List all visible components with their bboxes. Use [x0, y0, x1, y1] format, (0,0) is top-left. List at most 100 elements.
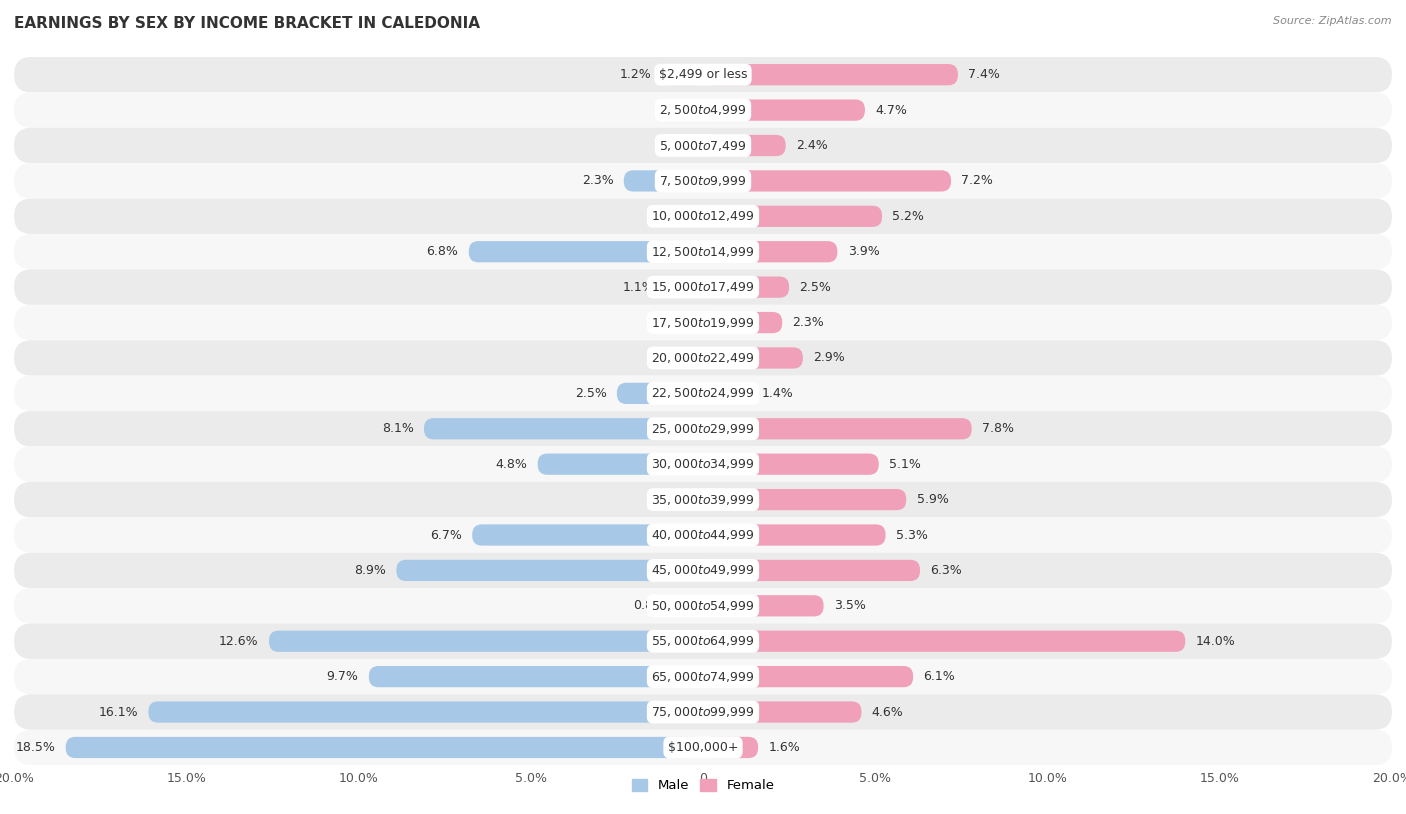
FancyBboxPatch shape [14, 269, 1392, 304]
Text: 1.2%: 1.2% [620, 68, 651, 81]
Text: 2.3%: 2.3% [793, 316, 824, 329]
FancyBboxPatch shape [14, 659, 1392, 694]
FancyBboxPatch shape [14, 411, 1392, 446]
FancyBboxPatch shape [396, 560, 703, 581]
FancyBboxPatch shape [14, 340, 1392, 375]
Text: 12.6%: 12.6% [219, 635, 259, 648]
Text: 1.4%: 1.4% [762, 387, 793, 400]
Text: Source: ZipAtlas.com: Source: ZipAtlas.com [1274, 16, 1392, 26]
FancyBboxPatch shape [14, 730, 1392, 765]
FancyBboxPatch shape [703, 170, 950, 191]
FancyBboxPatch shape [624, 170, 703, 191]
Text: $17,500 to $19,999: $17,500 to $19,999 [651, 316, 755, 330]
Text: $55,000 to $64,999: $55,000 to $64,999 [651, 634, 755, 648]
FancyBboxPatch shape [14, 92, 1392, 128]
FancyBboxPatch shape [703, 241, 838, 262]
Text: 7.4%: 7.4% [969, 68, 1000, 81]
Text: $40,000 to $44,999: $40,000 to $44,999 [651, 528, 755, 542]
FancyBboxPatch shape [675, 595, 703, 616]
Text: $50,000 to $54,999: $50,000 to $54,999 [651, 599, 755, 613]
Text: 6.8%: 6.8% [426, 245, 458, 258]
Text: 8.9%: 8.9% [354, 564, 387, 577]
Text: 4.6%: 4.6% [872, 706, 904, 719]
Text: 5.3%: 5.3% [896, 528, 928, 541]
FancyBboxPatch shape [472, 524, 703, 545]
Text: 2.5%: 2.5% [800, 281, 831, 294]
FancyBboxPatch shape [14, 128, 1392, 163]
Text: 4.8%: 4.8% [495, 457, 527, 470]
Text: 7.2%: 7.2% [962, 174, 993, 187]
FancyBboxPatch shape [269, 631, 703, 652]
Text: 5.9%: 5.9% [917, 493, 949, 506]
FancyBboxPatch shape [14, 163, 1392, 199]
FancyBboxPatch shape [703, 666, 912, 687]
Text: $20,000 to $22,499: $20,000 to $22,499 [651, 351, 755, 365]
Text: 18.5%: 18.5% [15, 741, 55, 754]
Text: 6.1%: 6.1% [924, 670, 955, 683]
Text: $2,499 or less: $2,499 or less [659, 68, 747, 81]
FancyBboxPatch shape [149, 702, 703, 723]
Text: 1.1%: 1.1% [623, 281, 655, 294]
Text: 0.0%: 0.0% [661, 139, 693, 152]
FancyBboxPatch shape [14, 553, 1392, 588]
Text: $7,500 to $9,999: $7,500 to $9,999 [659, 174, 747, 188]
FancyBboxPatch shape [703, 348, 803, 369]
FancyBboxPatch shape [703, 702, 862, 723]
Text: 5.2%: 5.2% [893, 210, 924, 223]
FancyBboxPatch shape [703, 277, 789, 298]
FancyBboxPatch shape [703, 312, 782, 333]
Text: $100,000+: $100,000+ [668, 741, 738, 754]
FancyBboxPatch shape [703, 418, 972, 440]
Text: 9.7%: 9.7% [326, 670, 359, 683]
FancyBboxPatch shape [703, 206, 882, 227]
Text: $75,000 to $99,999: $75,000 to $99,999 [651, 705, 755, 719]
FancyBboxPatch shape [14, 199, 1392, 234]
FancyBboxPatch shape [537, 453, 703, 475]
Text: $5,000 to $7,499: $5,000 to $7,499 [659, 138, 747, 152]
Text: 0.0%: 0.0% [661, 210, 693, 223]
Text: 5.1%: 5.1% [889, 457, 921, 470]
FancyBboxPatch shape [703, 64, 957, 85]
FancyBboxPatch shape [14, 588, 1392, 624]
Text: $22,500 to $24,999: $22,500 to $24,999 [651, 387, 755, 400]
Text: 16.1%: 16.1% [98, 706, 138, 719]
Text: 2.3%: 2.3% [582, 174, 613, 187]
Text: 2.9%: 2.9% [813, 352, 845, 365]
FancyBboxPatch shape [703, 560, 920, 581]
Text: 0.0%: 0.0% [661, 493, 693, 506]
Text: $65,000 to $74,999: $65,000 to $74,999 [651, 670, 755, 684]
Text: EARNINGS BY SEX BY INCOME BRACKET IN CALEDONIA: EARNINGS BY SEX BY INCOME BRACKET IN CAL… [14, 16, 479, 31]
FancyBboxPatch shape [703, 524, 886, 545]
FancyBboxPatch shape [665, 277, 703, 298]
FancyBboxPatch shape [66, 737, 703, 758]
FancyBboxPatch shape [368, 666, 703, 687]
Text: $45,000 to $49,999: $45,000 to $49,999 [651, 563, 755, 577]
Text: 0.0%: 0.0% [661, 316, 693, 329]
FancyBboxPatch shape [14, 446, 1392, 482]
Text: 4.7%: 4.7% [875, 103, 907, 116]
FancyBboxPatch shape [14, 375, 1392, 411]
FancyBboxPatch shape [703, 135, 786, 156]
Text: $35,000 to $39,999: $35,000 to $39,999 [651, 492, 755, 506]
FancyBboxPatch shape [617, 383, 703, 404]
Text: 6.7%: 6.7% [430, 528, 461, 541]
Text: 6.3%: 6.3% [931, 564, 962, 577]
FancyBboxPatch shape [703, 489, 907, 510]
FancyBboxPatch shape [14, 304, 1392, 340]
Text: 8.1%: 8.1% [382, 422, 413, 435]
FancyBboxPatch shape [14, 234, 1392, 269]
Text: 14.0%: 14.0% [1195, 635, 1236, 648]
FancyBboxPatch shape [703, 453, 879, 475]
FancyBboxPatch shape [703, 99, 865, 120]
Text: $15,000 to $17,499: $15,000 to $17,499 [651, 280, 755, 294]
Text: 7.8%: 7.8% [981, 422, 1014, 435]
FancyBboxPatch shape [703, 737, 758, 758]
FancyBboxPatch shape [468, 241, 703, 262]
Legend: Male, Female: Male, Female [626, 773, 780, 798]
FancyBboxPatch shape [425, 418, 703, 440]
Text: $12,500 to $14,999: $12,500 to $14,999 [651, 245, 755, 259]
Text: 3.5%: 3.5% [834, 599, 866, 612]
Text: $25,000 to $29,999: $25,000 to $29,999 [651, 422, 755, 435]
Text: 0.8%: 0.8% [633, 599, 665, 612]
FancyBboxPatch shape [703, 595, 824, 616]
